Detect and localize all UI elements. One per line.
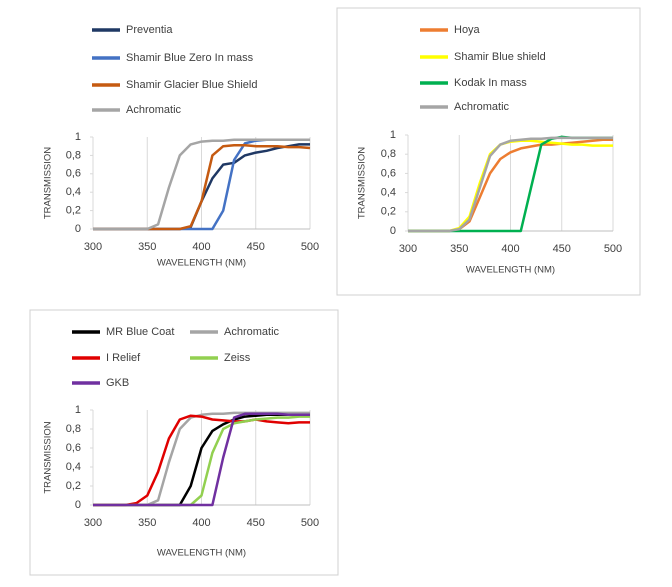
x-tick-label: 300 xyxy=(84,241,102,253)
legend-label: Achromatic xyxy=(224,326,280,338)
y-tick-label: 0,6 xyxy=(66,442,81,454)
y-tick-label: 1 xyxy=(75,131,81,143)
legend-label: Shamir Glacier Blue Shield xyxy=(126,79,257,91)
y-tick-label: 0 xyxy=(390,225,396,237)
x-tick-label: 400 xyxy=(192,517,210,529)
y-tick-label: 0,8 xyxy=(381,148,396,160)
x-tick-label: 500 xyxy=(301,517,319,529)
x-axis-label: WAVELENGTH (NM) xyxy=(466,265,555,276)
x-tick-label: 400 xyxy=(192,241,210,253)
legend-label: MR Blue Coat xyxy=(106,326,174,338)
legend-label: Achromatic xyxy=(126,104,182,116)
y-axis-label: TRANSMISSION xyxy=(357,147,368,219)
x-tick-label: 400 xyxy=(501,243,519,255)
y-tick-label: 0,8 xyxy=(66,149,81,161)
x-axis-label: WAVELENGTH (NM) xyxy=(157,548,246,559)
y-tick-label: 0 xyxy=(75,223,81,235)
x-tick-label: 450 xyxy=(553,243,571,255)
y-tick-label: 0 xyxy=(75,499,81,511)
x-tick-label: 350 xyxy=(450,243,468,255)
y-tick-label: 0,8 xyxy=(66,423,81,435)
y-tick-label: 0,2 xyxy=(66,480,81,492)
x-tick-label: 350 xyxy=(138,241,156,253)
y-tick-label: 1 xyxy=(75,404,81,416)
x-tick-label: 350 xyxy=(138,517,156,529)
legend-label: Kodak In mass xyxy=(454,77,527,89)
series-line xyxy=(408,136,613,233)
panel-border xyxy=(336,7,641,296)
legend-label: Shamir Blue shield xyxy=(454,51,546,63)
y-tick-label: 0,4 xyxy=(66,461,81,473)
panel-border xyxy=(29,309,339,576)
legend-label: Achromatic xyxy=(454,101,510,113)
y-tick-label: 0,4 xyxy=(66,186,81,198)
y-tick-label: 0,2 xyxy=(66,205,81,217)
legend-label: Hoya xyxy=(454,24,481,36)
legend-label: I Relief xyxy=(106,352,141,364)
y-axis-label: TRANSMISSION xyxy=(43,421,54,493)
x-tick-label: 450 xyxy=(247,517,265,529)
series-line xyxy=(93,138,310,231)
legend-label: Shamir Blue Zero In mass xyxy=(126,52,254,64)
x-axis-label: WAVELENGTH (NM) xyxy=(157,258,246,269)
x-tick-label: 500 xyxy=(301,241,319,253)
legend-label: Zeiss xyxy=(224,352,251,364)
series-line xyxy=(93,412,310,507)
x-tick-label: 500 xyxy=(604,243,622,255)
legend-label: Preventia xyxy=(126,24,173,36)
y-tick-label: 0,6 xyxy=(381,167,396,179)
legend-label: GKB xyxy=(106,377,129,389)
x-tick-label: 300 xyxy=(84,517,102,529)
y-tick-label: 1 xyxy=(390,129,396,141)
y-tick-label: 0,4 xyxy=(381,187,396,199)
y-axis-label: TRANSMISSION xyxy=(43,147,54,219)
y-tick-label: 0,6 xyxy=(66,168,81,180)
y-tick-label: 0,2 xyxy=(381,206,396,218)
x-tick-label: 300 xyxy=(399,243,417,255)
x-tick-label: 450 xyxy=(247,241,265,253)
